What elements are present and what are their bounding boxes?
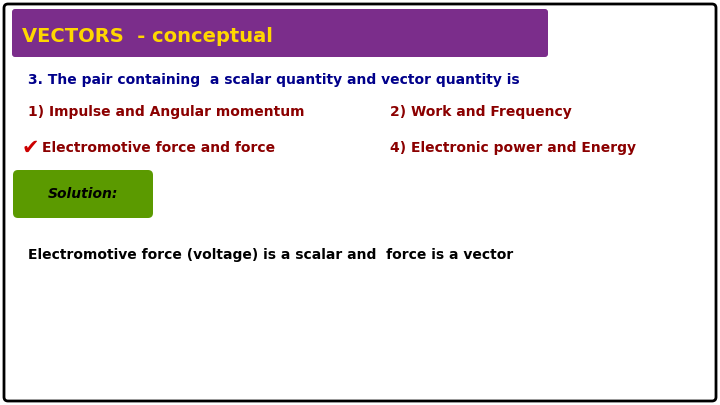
Text: ✔: ✔ [22, 138, 40, 158]
Text: 1) Impulse and Angular momentum: 1) Impulse and Angular momentum [28, 105, 305, 119]
FancyBboxPatch shape [12, 9, 548, 57]
Text: Electromotive force and force: Electromotive force and force [42, 141, 275, 155]
Text: 3. The pair containing  a scalar quantity and vector quantity is: 3. The pair containing a scalar quantity… [28, 73, 520, 87]
Text: Electromotive force (voltage) is a scalar and  force is a vector: Electromotive force (voltage) is a scala… [28, 248, 513, 262]
Text: 4) Electronic power and Energy: 4) Electronic power and Energy [390, 141, 636, 155]
Text: 2) Work and Frequency: 2) Work and Frequency [390, 105, 572, 119]
Text: VECTORS  - conceptual: VECTORS - conceptual [22, 28, 273, 47]
Text: Solution:: Solution: [48, 187, 118, 201]
FancyBboxPatch shape [4, 4, 716, 401]
FancyBboxPatch shape [13, 170, 153, 218]
